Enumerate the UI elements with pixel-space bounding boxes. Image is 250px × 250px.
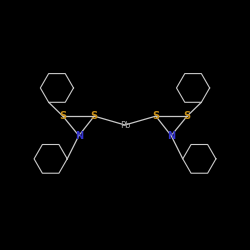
Text: Pb: Pb xyxy=(120,120,130,130)
Text: N: N xyxy=(167,131,175,141)
Text: S: S xyxy=(91,111,98,121)
Text: S: S xyxy=(152,111,159,121)
Text: N: N xyxy=(75,131,83,141)
Text: S: S xyxy=(184,111,191,121)
Text: S: S xyxy=(59,111,66,121)
